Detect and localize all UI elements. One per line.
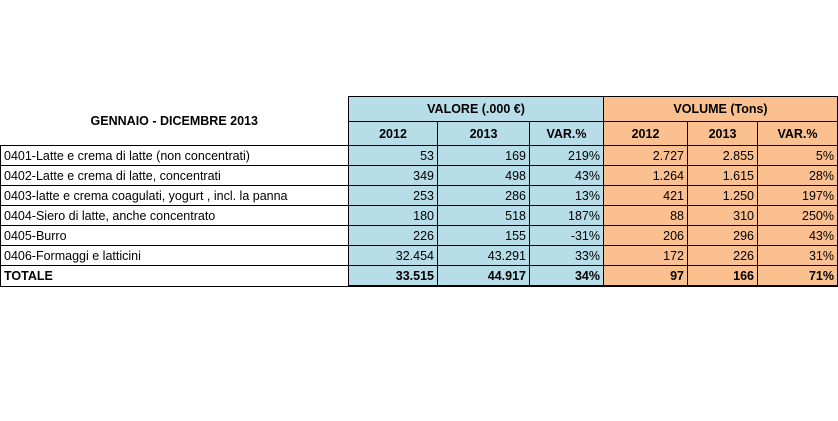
col-header-valore-2012: 2012 — [348, 121, 438, 146]
cell-volume-var: 31% — [757, 245, 838, 266]
cell-valore-2012: 180 — [348, 205, 438, 226]
cell-valore-2012: 53 — [348, 145, 438, 166]
valore-group-header: VALORE (.000 €) — [348, 96, 604, 122]
total-valore-2012: 33.515 — [348, 265, 438, 287]
cell-volume-var: 28% — [757, 165, 838, 186]
cell-valore-2013: 286 — [437, 185, 530, 206]
cell-valore-var: 13% — [529, 185, 604, 206]
cell-volume-2012: 88 — [603, 205, 688, 226]
cell-volume-2012: 172 — [603, 245, 688, 266]
table-title: GENNAIO - DICEMBRE 2013 — [0, 96, 349, 146]
cell-valore-2013: 498 — [437, 165, 530, 186]
cell-volume-2013: 310 — [687, 205, 758, 226]
row-label: 0402-Latte e crema di latte, concentrati — [0, 165, 349, 186]
cell-volume-2013: 2.855 — [687, 145, 758, 166]
cell-volume-2012: 1.264 — [603, 165, 688, 186]
cell-valore-var: -31% — [529, 225, 604, 246]
total-volume-2013: 166 — [687, 265, 758, 287]
dairy-trade-table: GENNAIO - DICEMBRE 2013 VALORE (.000 €) … — [0, 96, 838, 287]
cell-valore-var: 187% — [529, 205, 604, 226]
table-row: 0405-Burro 226 155 -31% 206 296 43% — [0, 225, 838, 246]
row-label: 0404-Siero di latte, anche concentrato — [0, 205, 349, 226]
cell-volume-2012: 421 — [603, 185, 688, 206]
volume-group-header: VOLUME (Tons) — [603, 96, 838, 122]
cell-volume-2012: 2.727 — [603, 145, 688, 166]
cell-volume-var: 43% — [757, 225, 838, 246]
table-row: 0401-Latte e crema di latte (non concent… — [0, 145, 838, 166]
total-valore-2013: 44.917 — [437, 265, 530, 287]
row-label: 0401-Latte e crema di latte (non concent… — [0, 145, 349, 166]
cell-volume-2012: 206 — [603, 225, 688, 246]
cell-volume-var: 5% — [757, 145, 838, 166]
cell-valore-2012: 253 — [348, 185, 438, 206]
total-valore-var: 34% — [529, 265, 604, 287]
table-row: 0403-latte e crema coagulati, yogurt , i… — [0, 185, 838, 206]
col-header-volume-var: VAR.% — [757, 121, 838, 146]
cell-valore-2012: 226 — [348, 225, 438, 246]
total-volume-var: 71% — [757, 265, 838, 287]
cell-valore-2012: 32.454 — [348, 245, 438, 266]
cell-volume-2013: 226 — [687, 245, 758, 266]
row-label: 0405-Burro — [0, 225, 349, 246]
cell-volume-var: 197% — [757, 185, 838, 206]
row-label: 0406-Formaggi e latticini — [0, 245, 349, 266]
cell-valore-2013: 518 — [437, 205, 530, 226]
row-label: 0403-latte e crema coagulati, yogurt , i… — [0, 185, 349, 206]
cell-volume-var: 250% — [757, 205, 838, 226]
cell-valore-var: 43% — [529, 165, 604, 186]
col-header-volume-2012: 2012 — [603, 121, 688, 146]
total-label: TOTALE — [0, 265, 349, 287]
cell-valore-2013: 43.291 — [437, 245, 530, 266]
cell-valore-var: 219% — [529, 145, 604, 166]
cell-valore-2013: 169 — [437, 145, 530, 166]
col-header-valore-2013: 2013 — [437, 121, 530, 146]
col-header-volume-2013: 2013 — [687, 121, 758, 146]
cell-valore-var: 33% — [529, 245, 604, 266]
cell-volume-2013: 296 — [687, 225, 758, 246]
table-row: 0404-Siero di latte, anche concentrato 18… — [0, 205, 838, 226]
total-volume-2012: 97 — [603, 265, 688, 287]
cell-valore-2013: 155 — [437, 225, 530, 246]
cell-volume-2013: 1.250 — [687, 185, 758, 206]
total-row: TOTALE 33.515 44.917 34% 97 166 71% — [0, 265, 838, 287]
col-header-valore-var: VAR.% — [529, 121, 604, 146]
table-row: 0402-Latte e crema di latte, concentrati… — [0, 165, 838, 186]
table-row: 0406-Formaggi e latticini 32.454 43.291 33%… — [0, 245, 838, 266]
cell-volume-2013: 1.615 — [687, 165, 758, 186]
cell-valore-2012: 349 — [348, 165, 438, 186]
